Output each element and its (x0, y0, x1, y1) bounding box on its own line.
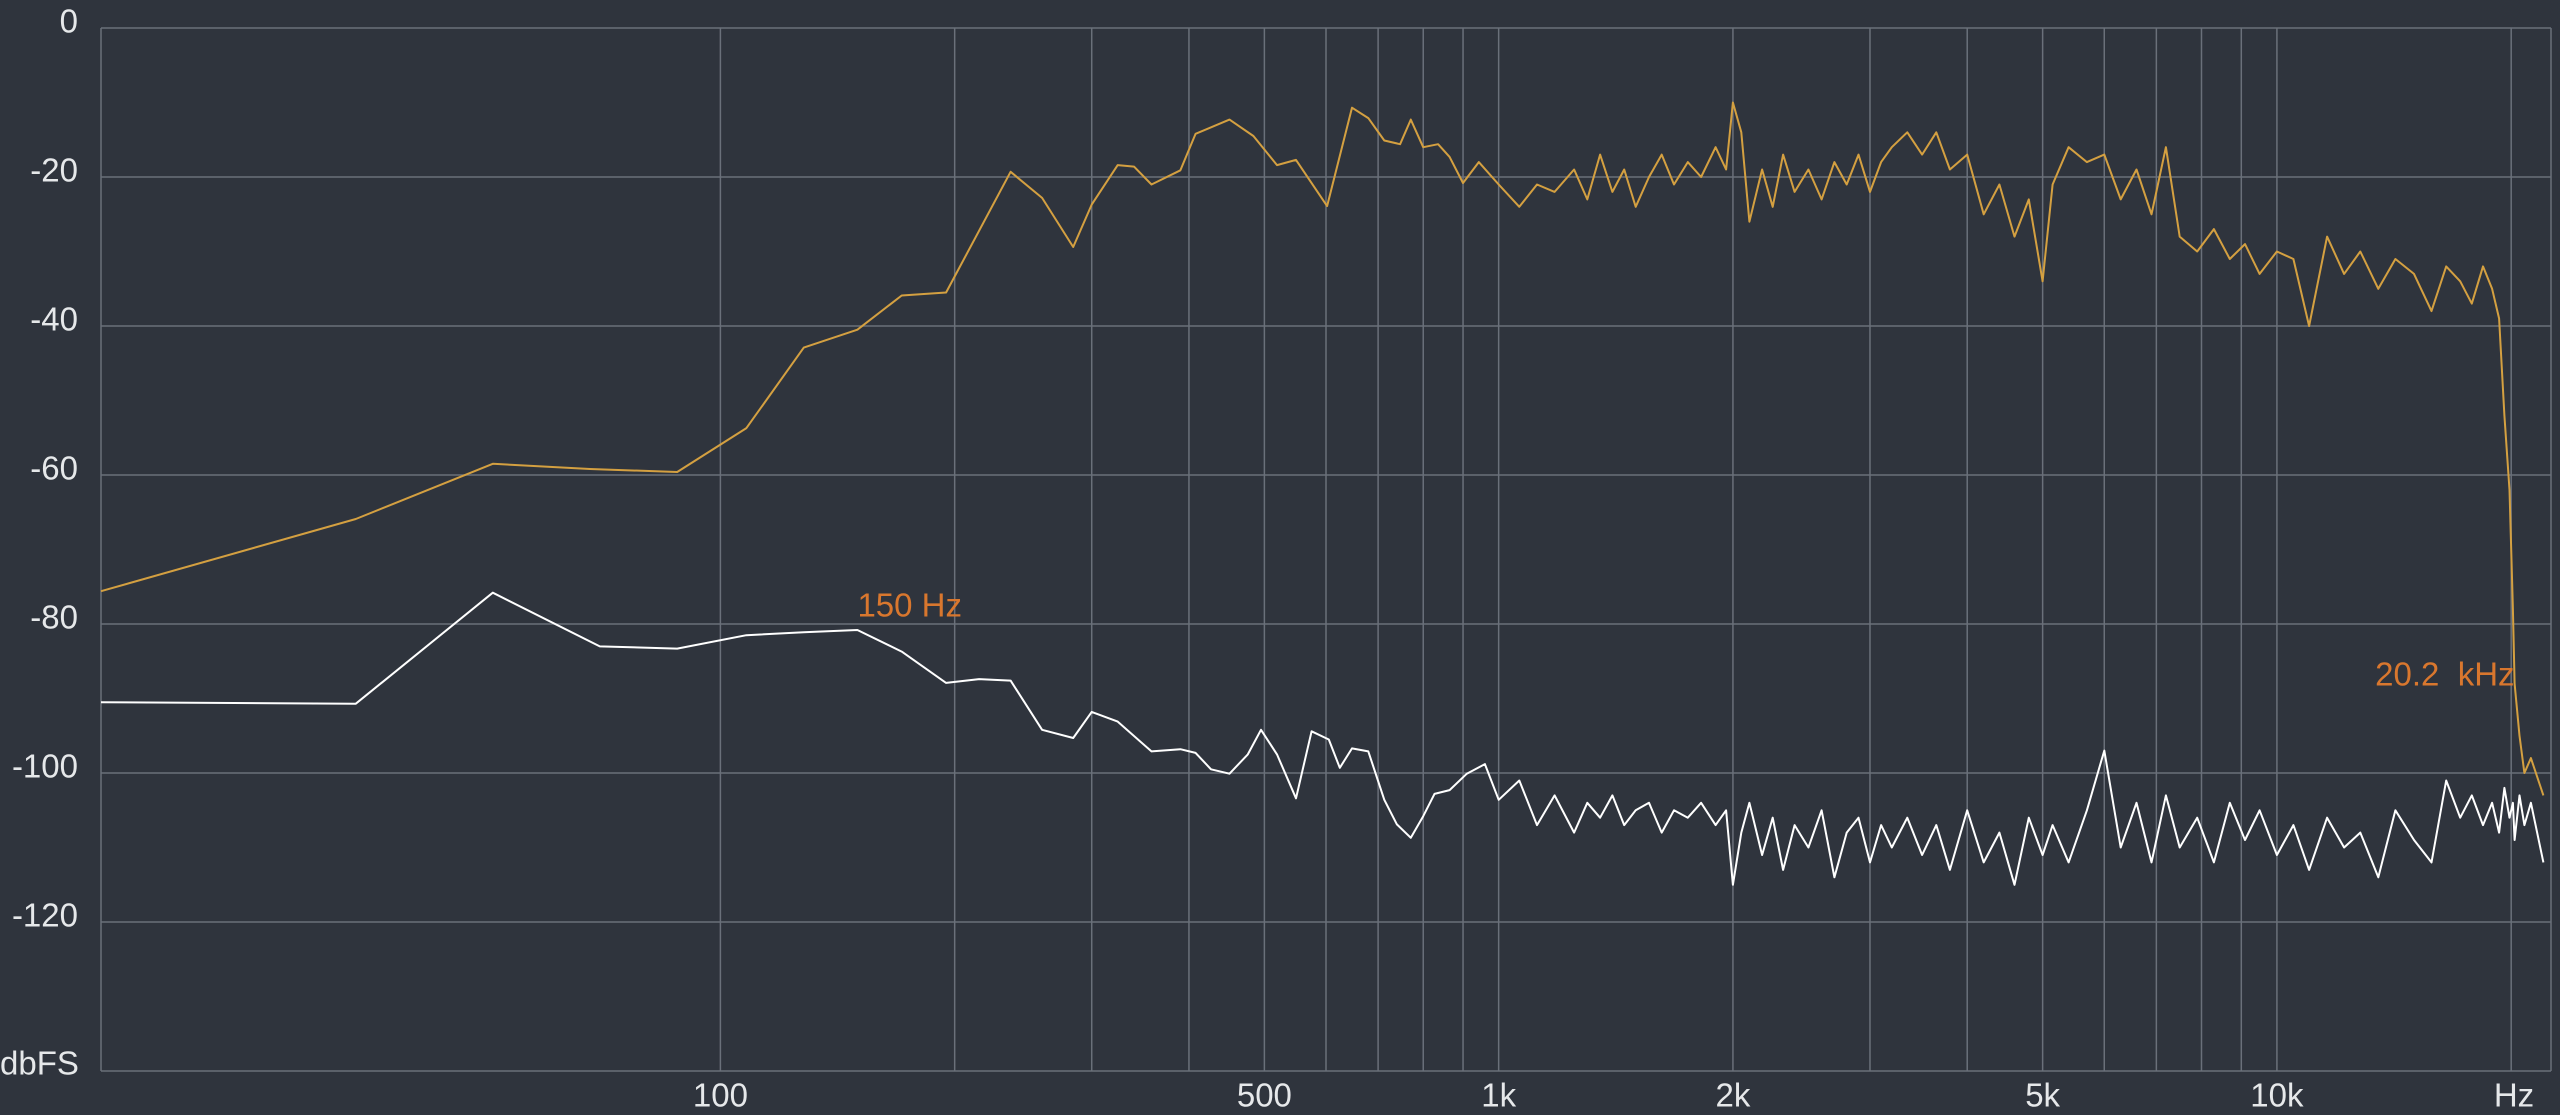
x-tick-label: 5k (2025, 1077, 2060, 1114)
y-tick-label: -80 (30, 599, 78, 636)
y-tick-label: -60 (30, 450, 78, 487)
x-tick-label: 10k (2250, 1077, 2304, 1114)
x-tick-label: 2k (1716, 1077, 1751, 1114)
y-tick-label: -120 (12, 897, 78, 934)
x-axis-label: Hz (2494, 1077, 2534, 1114)
annotation: 150 Hz (857, 587, 962, 624)
y-tick-label: -100 (12, 748, 78, 785)
x-tick-label: 1k (1481, 1077, 1516, 1114)
annotation: 20.2 kHz (2375, 656, 2514, 693)
spectrum-line (100, 101, 2545, 796)
y-tick-label: 0 (60, 3, 78, 40)
spectrum-line (100, 591, 2545, 886)
y-axis-label: dbFS (0, 1045, 79, 1082)
y-tick-label: -20 (30, 152, 78, 189)
y-tick-label: -40 (30, 301, 78, 338)
x-tick-label: 100 (693, 1077, 748, 1114)
x-tick-label: 500 (1237, 1077, 1292, 1114)
